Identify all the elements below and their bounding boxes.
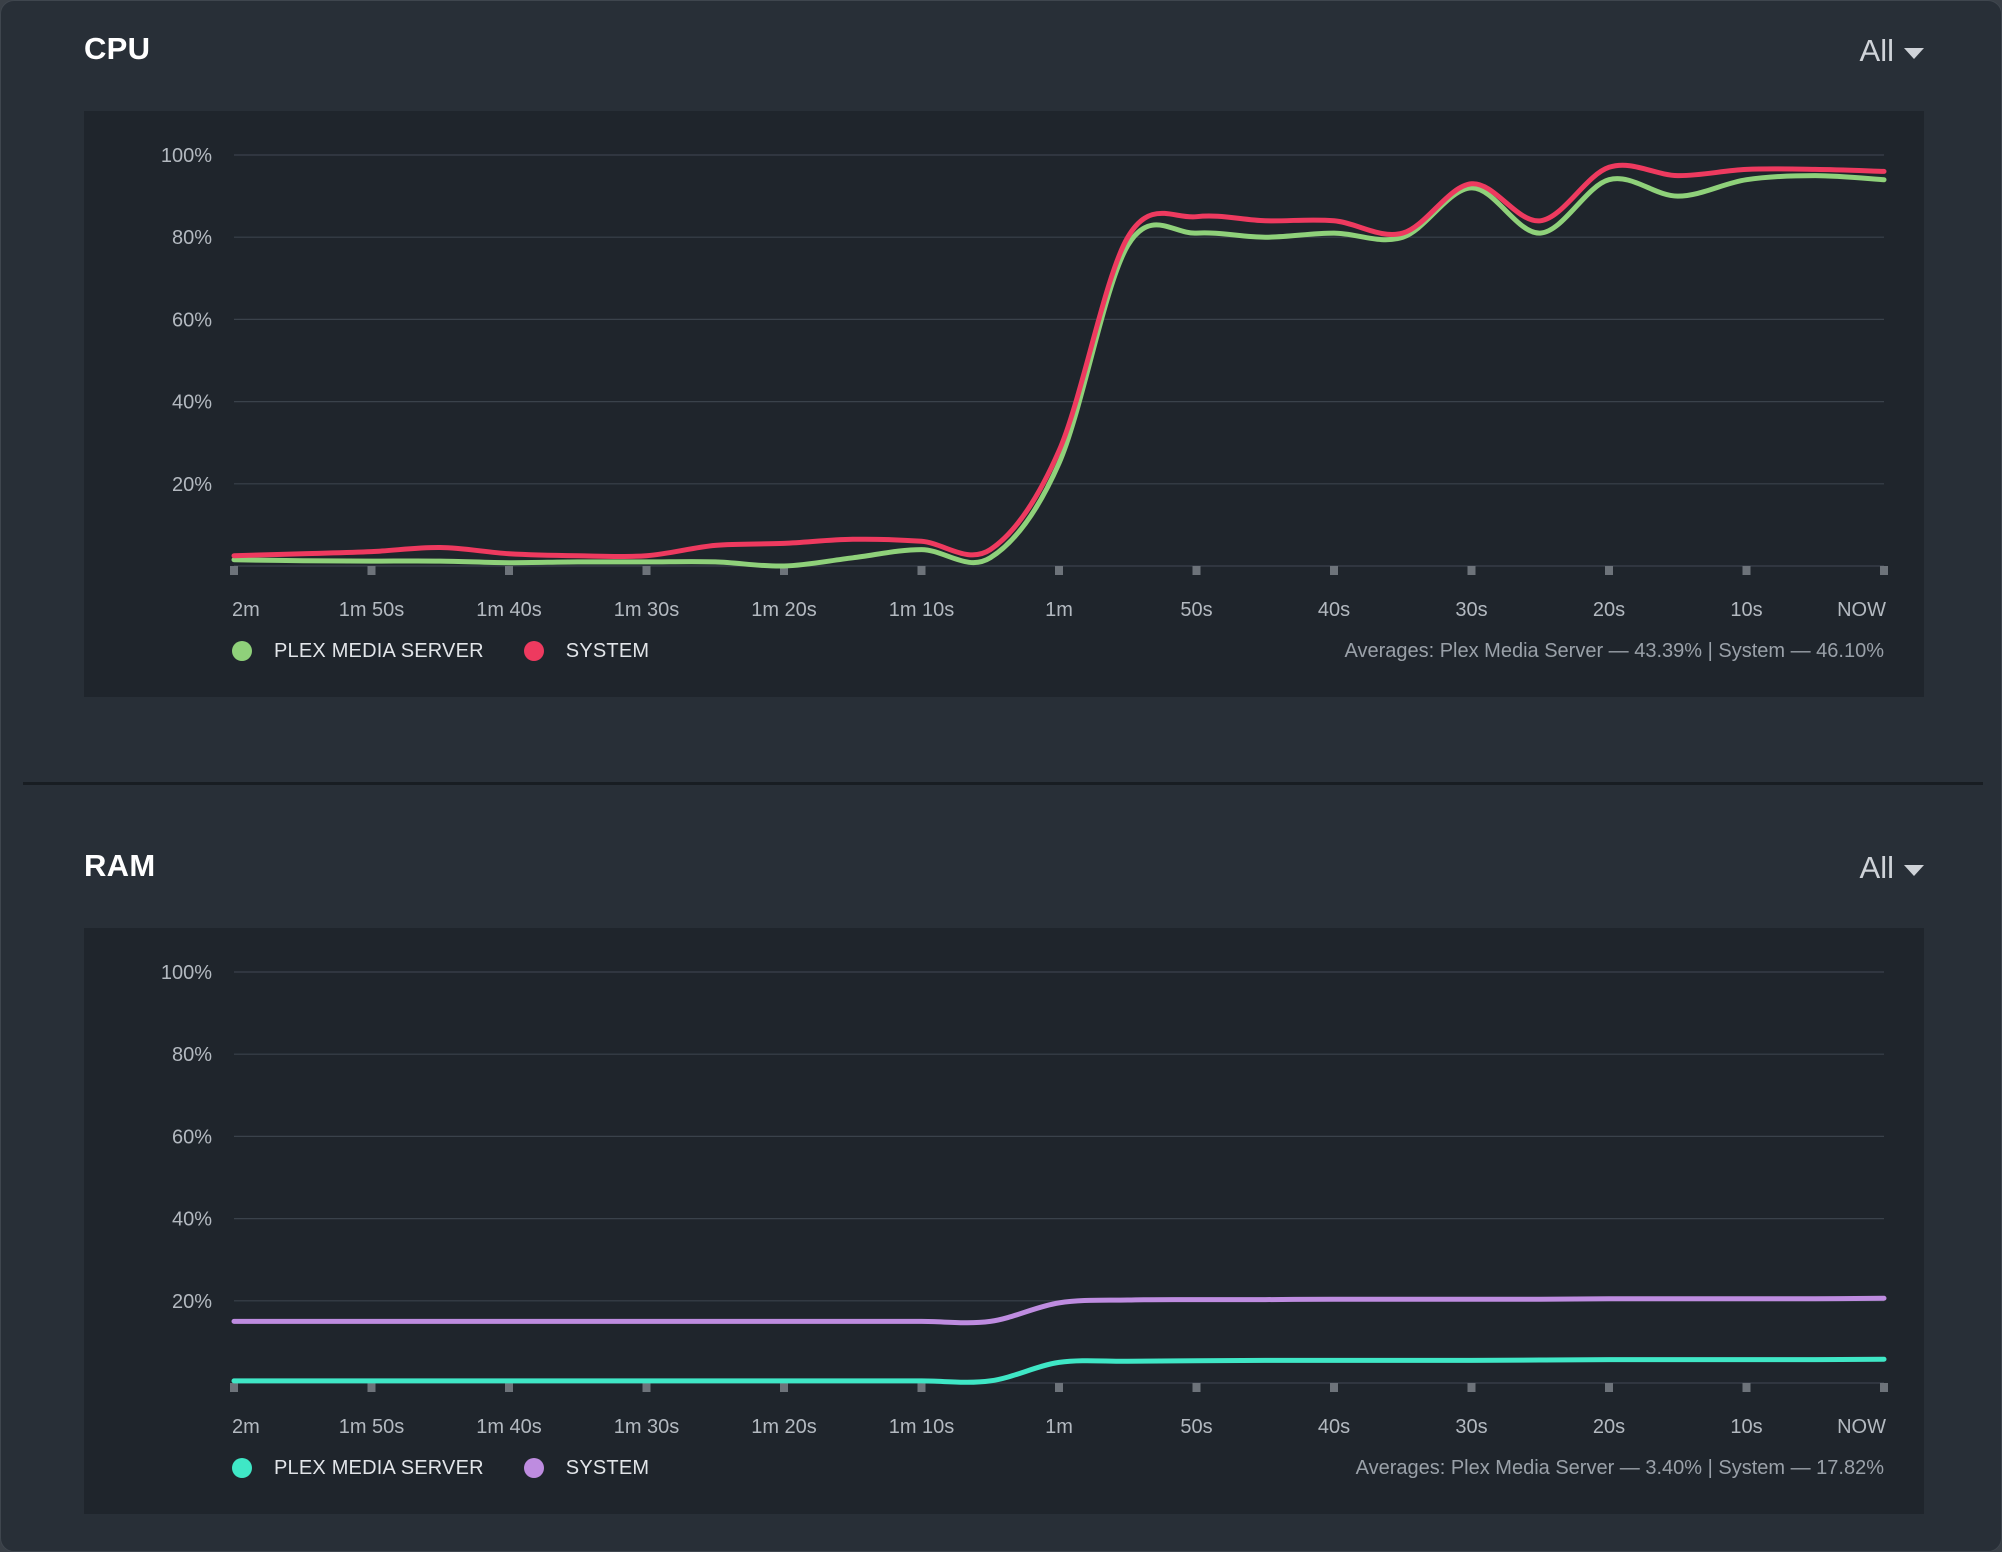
x-tick-label: 40s [1318,599,1350,621]
y-tick-label: 80% [172,227,212,249]
x-tick-mark [1467,566,1476,575]
legend-item-system[interactable]: SYSTEM [523,1456,650,1480]
series-line-plex-media-server [231,173,1887,569]
x-tick-label: 40s [1318,1416,1350,1438]
y-tick-label: 60% [172,1126,212,1148]
x-tick-mark [367,566,376,575]
x-tick-mark [1055,1383,1063,1392]
x-tick-label: 50s [1180,599,1212,621]
panel-divider [23,782,1983,785]
legend-dot [232,641,252,661]
x-tick-label: 1m [1045,599,1073,621]
cpu-period-dropdown[interactable]: All [1860,31,1924,71]
x-tick-label: 1m 50s [339,599,405,621]
ram-legend: PLEX MEDIA SERVER SYSTEM [232,1452,689,1484]
x-tick-mark [1330,1383,1338,1392]
y-tick-label: 40% [172,1209,212,1231]
x-tick-label: 1m 10s [889,599,955,621]
x-tick-mark [1742,1383,1751,1392]
legend-dot [523,1458,544,1478]
ram-chart: 20% 40% 60% 80% 100% 2m 1m 50s 1m 40s 1m 30s 1m 2… [84,928,1924,1514]
x-tick-label: 1m 40s [476,599,542,621]
x-tick-mark [917,1383,926,1392]
x-tick-mark [505,566,513,575]
legend-dot [523,641,544,661]
cpu-averages: Averages: Plex Media Server — 43.39% | S… [1344,640,1884,662]
y-tick-label: 20% [172,474,212,496]
cpu-legend: PLEX MEDIA SERVER SYSTEM [232,635,689,667]
x-tick-mark [1605,566,1613,575]
legend-label: SYSTEM [565,1456,650,1479]
legend-label: SYSTEM [565,639,650,662]
x-tick-label: 50s [1180,1416,1212,1438]
x-tick-mark [1605,1383,1613,1392]
x-tick-mark [230,1383,238,1392]
cpu-chart: 20% 40% 60% 80% 100% 2m 1m 50s 1m 40s 1m 30s 1m 2… [84,111,1924,697]
x-tick-mark [917,566,926,575]
x-tick-label: 10s [1730,1416,1762,1438]
legend-item-system[interactable]: SYSTEM [523,639,650,663]
legend-item-plex-media-server[interactable]: PLEX MEDIA SERVER [232,1457,484,1480]
ram-line-chart: 20% 40% 60% 80% 100% 2m 1m 50s 1m 40s 1m 30s 1m 2… [161,962,1888,1438]
x-tick-label: 20s [1593,1416,1625,1438]
y-tick-label: 100% [161,145,212,167]
x-tick-label: 1m 20s [751,599,817,621]
caret-down-icon [1904,47,1924,59]
series-line-system [231,162,1887,560]
x-tick-label: 10s [1730,599,1762,621]
x-tick-label: 30s [1455,1416,1487,1438]
x-tick-mark [780,1383,788,1392]
x-tick-label: 1m 30s [614,1416,680,1438]
x-tick-label: 1m 40s [476,1416,542,1438]
x-tick-label: NOW [1837,1416,1886,1438]
period-selected-value: All [1859,850,1894,885]
x-tick-label: 20s [1593,599,1625,621]
x-tick-mark [1467,1383,1476,1392]
period-selected-value: All [1859,33,1894,68]
x-tick-mark [505,1383,513,1392]
cpu-line-chart: 20% 40% 60% 80% 100% 2m 1m 50s 1m 40s 1m 30s 1m 2… [161,145,1888,621]
x-tick-mark [1330,566,1338,575]
x-tick-label: NOW [1837,599,1886,621]
x-tick-mark [230,566,238,575]
x-tick-label: 1m 10s [889,1416,955,1438]
legend-dot [232,1458,252,1478]
series-line-system [231,1295,1887,1326]
x-tick-mark [1880,1383,1888,1392]
x-tick-label: 1m 50s [339,1416,405,1438]
series-line-plex-media-server [231,1356,1887,1385]
x-tick-mark [642,566,651,575]
x-tick-label: 2m [232,1416,260,1438]
x-tick-mark [367,1383,376,1392]
x-tick-mark [1742,566,1751,575]
legend-label: PLEX MEDIA SERVER [274,639,484,662]
y-tick-label: 100% [161,962,212,984]
x-tick-label: 30s [1455,599,1487,621]
x-tick-mark [780,566,788,575]
legend-item-plex-media-server[interactable]: PLEX MEDIA SERVER [232,640,484,663]
x-tick-mark [1880,566,1888,575]
y-tick-label: 40% [172,392,212,414]
y-tick-label: 20% [172,1291,212,1313]
ram-panel-header: RAM All [84,818,1924,918]
x-tick-mark [642,1383,651,1392]
y-tick-label: 60% [172,309,212,331]
x-tick-label: 2m [232,599,260,621]
x-tick-mark [1192,566,1201,575]
x-tick-label: 1m 30s [614,599,680,621]
panel-title: RAM [84,848,156,883]
caret-down-icon [1904,864,1924,876]
ram-averages: Averages: Plex Media Server — 3.40% | Sy… [1355,1457,1884,1479]
panel-title: CPU [84,31,151,66]
y-tick-label: 80% [172,1044,212,1066]
legend-label: PLEX MEDIA SERVER [274,1456,484,1479]
x-tick-label: 1m [1045,1416,1073,1438]
x-tick-mark [1055,566,1063,575]
x-tick-label: 1m 20s [751,1416,817,1438]
cpu-panel-header: CPU All [84,1,1924,101]
ram-period-dropdown[interactable]: All [1860,848,1924,888]
x-tick-mark [1192,1383,1201,1392]
